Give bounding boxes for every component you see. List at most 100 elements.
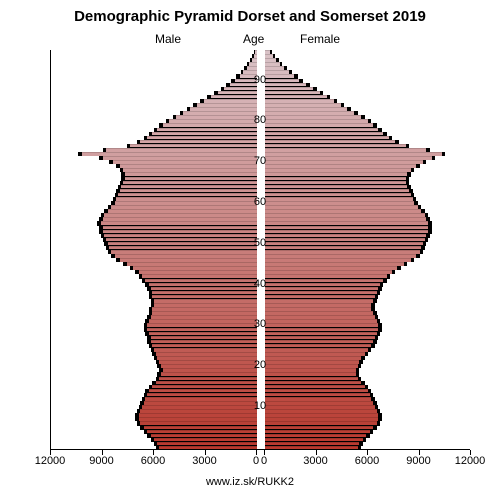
male-bar [106, 148, 257, 152]
female-bar [265, 54, 273, 58]
male-bar [156, 381, 257, 385]
female-bar [265, 364, 358, 368]
male-bar [82, 152, 257, 156]
female-bar [265, 209, 421, 213]
female-bar [265, 103, 341, 107]
age-tick-label: 70 [248, 155, 272, 167]
male-bar [151, 287, 257, 291]
female-bar [265, 177, 406, 181]
age-tick-label: 90 [248, 74, 272, 86]
female-bar [265, 430, 370, 434]
female-bar [265, 205, 418, 209]
male-bar [140, 409, 257, 413]
female-bar [265, 197, 413, 201]
age-tick-label: 80 [248, 114, 272, 126]
male-bar [152, 295, 257, 299]
male-bar [190, 107, 257, 111]
male-bar [140, 421, 257, 425]
female-bar [265, 319, 377, 323]
male-bar [154, 299, 257, 303]
male-bar [147, 328, 257, 332]
male-bar [151, 315, 257, 319]
female-bar [265, 266, 397, 270]
female-bar [265, 91, 320, 95]
chart-title: Demographic Pyramid Dorset and Somerset … [0, 8, 500, 25]
female-bar [265, 315, 375, 319]
male-bar [142, 274, 257, 278]
male-bar [108, 242, 257, 246]
female-bar [265, 336, 375, 340]
female-bar [265, 397, 371, 401]
male-bar [106, 238, 257, 242]
female-bar [265, 372, 356, 376]
male-bar [104, 234, 257, 238]
female-bar [265, 185, 407, 189]
female-bar [265, 221, 428, 225]
female-bar [265, 172, 407, 176]
male-bar [103, 156, 258, 160]
male-bar [147, 323, 257, 327]
female-bar [265, 152, 442, 156]
age-tick-label: 40 [248, 278, 272, 290]
male-bar [255, 50, 257, 54]
footer-text: www.iz.sk/RUKK2 [0, 476, 500, 488]
male-bar [103, 230, 258, 234]
female-bar [265, 421, 377, 425]
male-bar [152, 291, 257, 295]
male-bar [149, 319, 257, 323]
male-bar [149, 283, 257, 287]
female-bar [265, 128, 378, 132]
female-bar [265, 87, 313, 91]
female-bar [265, 307, 371, 311]
female-bar [265, 360, 359, 364]
male-bar [149, 389, 257, 393]
age-tick-label: 10 [248, 400, 272, 412]
male-bar [252, 58, 257, 62]
female-bar [265, 283, 380, 287]
female-bar [265, 344, 371, 348]
male-bar [123, 181, 257, 185]
female-bar [265, 115, 361, 119]
female-bar [265, 58, 276, 62]
female-bar [265, 332, 377, 336]
female-bar [265, 385, 365, 389]
male-bar [211, 95, 257, 99]
male-bar [147, 136, 257, 140]
male-bar [151, 340, 257, 344]
male-bar [157, 356, 257, 360]
female-bar [265, 156, 432, 160]
male-bar [101, 221, 257, 225]
age-tick-label: 20 [248, 359, 272, 371]
female-bar [265, 279, 383, 283]
male-bar [103, 226, 258, 230]
female-bar [265, 132, 383, 136]
male-bar [152, 132, 257, 136]
male-bar [111, 205, 257, 209]
female-bar [265, 250, 420, 254]
x-tick-label: 6000 [347, 455, 387, 467]
male-bar [127, 262, 257, 266]
pyramid-chart: Demographic Pyramid Dorset and Somerset … [0, 0, 500, 500]
female-bar [265, 140, 395, 144]
female-bar [265, 426, 373, 430]
x-tick-label: 9000 [82, 455, 122, 467]
male-bar [144, 426, 257, 430]
female-bar [265, 413, 378, 417]
male-bar [159, 377, 257, 381]
male-bar [149, 332, 257, 336]
female-bar [265, 328, 378, 332]
age-label: Age [243, 32, 264, 46]
x-tick-label: 9000 [399, 455, 439, 467]
female-bar [265, 274, 387, 278]
female-bar [265, 234, 426, 238]
female-bar [265, 311, 373, 315]
male-bar [152, 385, 257, 389]
x-tick-label: 12000 [30, 455, 70, 467]
female-bar [265, 107, 347, 111]
male-bar [218, 91, 257, 95]
female-bar [265, 144, 406, 148]
male-bar [111, 250, 257, 254]
female-bar [265, 389, 368, 393]
male-bar [169, 119, 257, 123]
male-bar [254, 54, 257, 58]
